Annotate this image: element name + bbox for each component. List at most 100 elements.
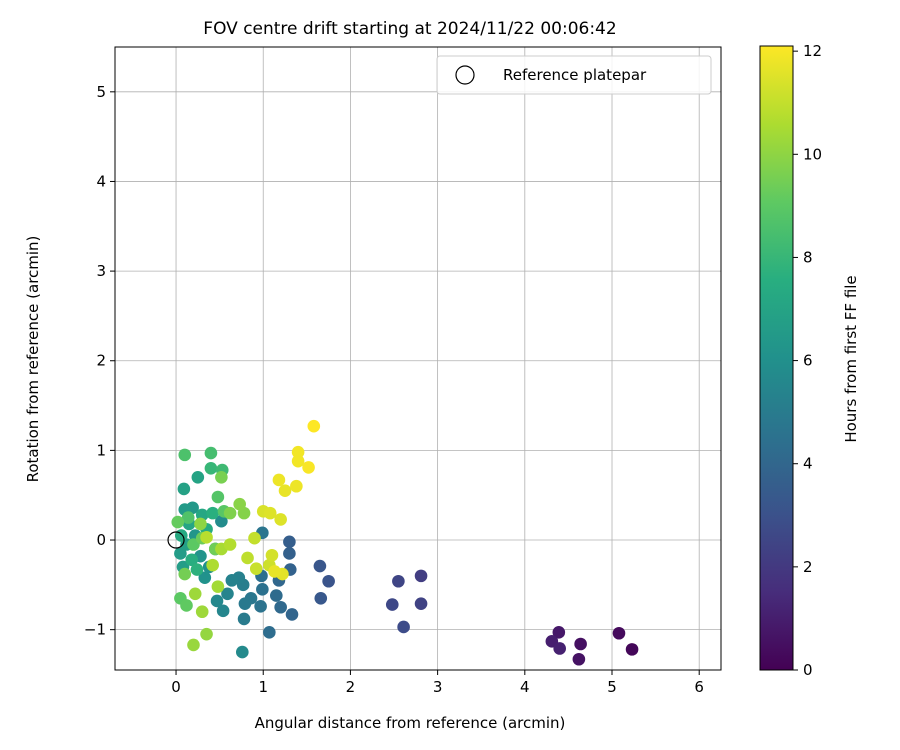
x-tick-label: 0: [171, 678, 181, 696]
data-point: [272, 473, 286, 487]
data-point: [397, 620, 410, 634]
y-tick-label: 3: [96, 262, 106, 280]
legend-label: Reference platepar: [503, 66, 647, 84]
colorbar: [759, 45, 794, 671]
data-point: [233, 497, 246, 511]
data-point: [178, 567, 192, 581]
data-point: [313, 559, 327, 573]
data-point: [414, 597, 428, 610]
data-point: [263, 626, 276, 639]
data-point: [254, 600, 267, 613]
colorbar-tick-label: 6: [803, 352, 813, 370]
data-point: [206, 506, 219, 520]
data-point: [270, 589, 283, 602]
data-point: [574, 637, 587, 651]
data-point: [206, 558, 219, 572]
data-point: [248, 531, 261, 545]
legend-box: [436, 55, 712, 95]
data-point: [285, 608, 299, 621]
data-point: [210, 594, 224, 608]
data-point: [185, 553, 199, 567]
data-point: [283, 535, 296, 549]
data-point: [274, 513, 287, 526]
data-point: [204, 462, 218, 475]
data-point: [256, 583, 269, 596]
data-point: [572, 652, 586, 666]
data-point: [190, 563, 204, 576]
data-point: [204, 446, 218, 460]
data-point: [174, 529, 188, 542]
x-tick-label: 2: [346, 678, 356, 696]
x-tick-label: 4: [520, 678, 530, 696]
data-point: [265, 548, 279, 562]
data-point: [625, 643, 639, 656]
data-point: [221, 587, 234, 601]
data-point: [181, 511, 195, 524]
y-tick-label: 4: [96, 172, 106, 190]
x-tick-label: 5: [607, 678, 617, 696]
data-point: [414, 569, 428, 583]
data-point: [194, 517, 207, 531]
y-tick-label: 5: [96, 83, 106, 101]
data-point: [291, 454, 305, 468]
legend-marker: [455, 65, 475, 85]
data-point: [174, 547, 187, 560]
data-point: [236, 645, 249, 659]
data-point: [225, 574, 239, 587]
colorbar-label: Hours from first FF file: [842, 275, 860, 442]
x-axis-label: Angular distance from reference (arcmin): [255, 714, 566, 732]
reference-point-marker: [167, 531, 185, 549]
y-tick-label: 0: [96, 531, 106, 549]
data-point: [215, 470, 228, 484]
data-point: [278, 484, 292, 498]
data-point: [238, 597, 252, 610]
data-point: [178, 448, 192, 462]
data-point: [211, 490, 225, 504]
x-tick-label: 6: [694, 678, 704, 696]
data-point: [385, 598, 399, 611]
data-point: [187, 638, 200, 652]
data-point: [187, 538, 200, 551]
data-point: [241, 551, 254, 565]
data-point: [291, 445, 305, 459]
data-point: [191, 470, 205, 484]
data-point: [612, 626, 626, 640]
data-point: [249, 562, 263, 576]
legend: Reference platepar: [436, 55, 712, 95]
colorbar-ticks: 0 2 4 6 8 10 12: [793, 42, 822, 679]
data-point: [314, 591, 328, 605]
data-point: [188, 587, 202, 601]
data-point: [216, 604, 230, 618]
y-axis-ticks: −1 0 1 2 3 4 5: [84, 83, 115, 639]
data-point: [307, 419, 321, 433]
data-point: [237, 612, 251, 626]
data-point: [177, 482, 191, 496]
data-point: [268, 565, 281, 578]
y-tick-label: −1: [84, 621, 106, 639]
data-point: [223, 538, 237, 551]
colorbar-tick-label: 8: [803, 248, 813, 266]
data-point: [223, 506, 237, 520]
data-points: [171, 419, 639, 666]
data-point: [180, 599, 193, 612]
x-axis-ticks: 0 1 2 3 4 5 6: [171, 670, 704, 696]
data-point: [215, 514, 228, 528]
data-point: [195, 605, 209, 619]
y-tick-label: 2: [96, 352, 106, 370]
data-point: [553, 642, 566, 655]
colorbar-tick-label: 0: [803, 661, 813, 679]
data-point: [392, 574, 405, 588]
data-point: [322, 574, 335, 588]
plot-frame: [114, 46, 722, 671]
data-point: [200, 531, 213, 544]
colorbar-tick-label: 10: [803, 145, 822, 163]
y-tick-label: 1: [96, 441, 106, 459]
data-point: [552, 626, 566, 639]
y-axis-label: Rotation from reference (arcmin): [24, 236, 42, 483]
data-point: [198, 571, 212, 584]
data-point: [171, 515, 185, 529]
data-point: [263, 506, 277, 520]
colorbar-tick-label: 4: [803, 455, 813, 473]
data-point: [274, 600, 287, 614]
